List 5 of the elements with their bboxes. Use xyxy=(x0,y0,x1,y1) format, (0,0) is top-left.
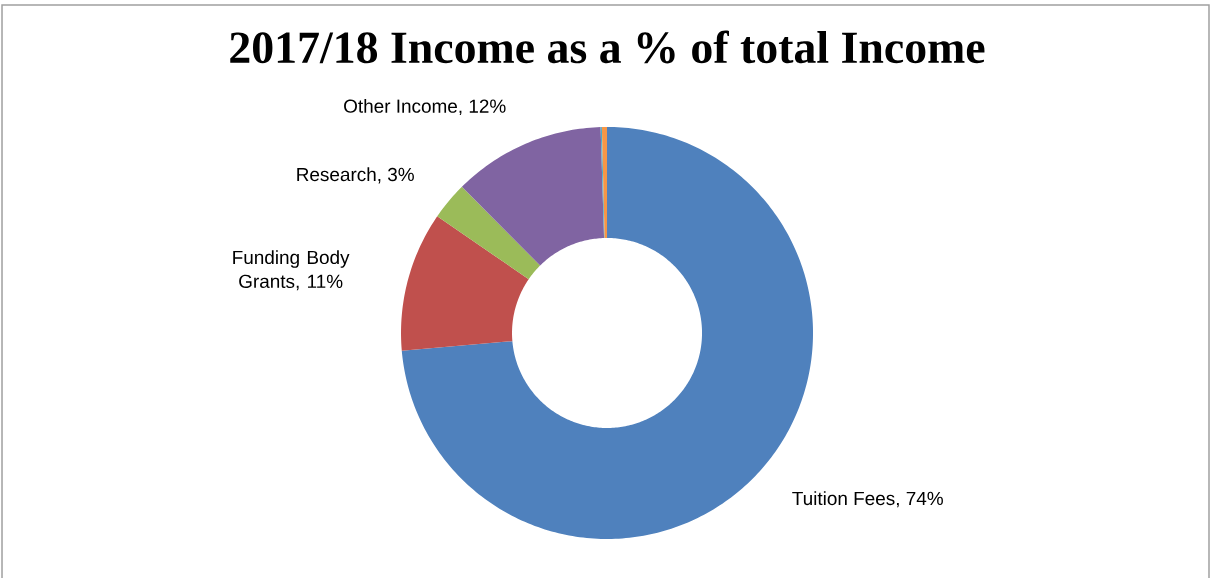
slice-label: Other Income, 12% xyxy=(344,98,506,116)
slice-label: Tuition Fees, 74% xyxy=(792,491,943,508)
slice-label: Funding Body Grants, 11% xyxy=(233,250,350,291)
chart-title: 2017/18 Income as a % of total Income xyxy=(230,30,985,64)
slice-label: Research, 3% xyxy=(297,167,414,184)
